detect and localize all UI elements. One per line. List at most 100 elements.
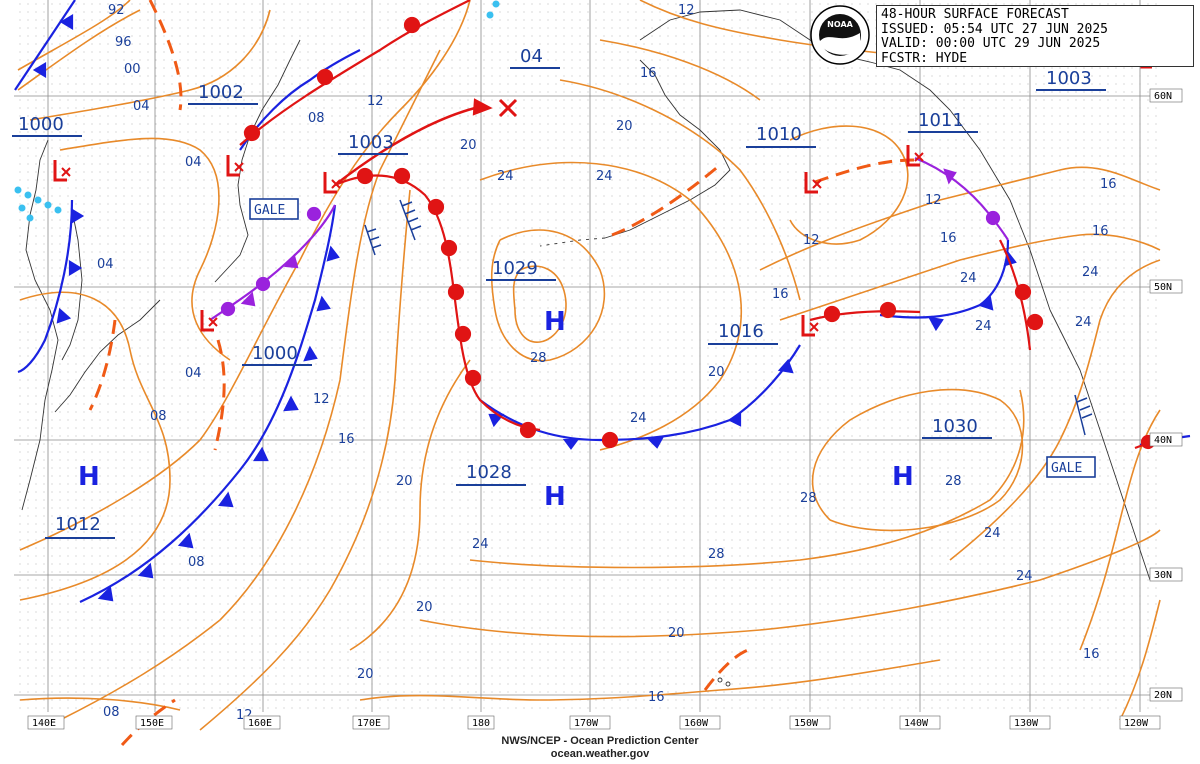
svg-text:20: 20 — [668, 626, 685, 641]
svg-text:1011: 1011 — [918, 110, 964, 131]
svg-text:08: 08 — [150, 409, 167, 424]
svg-text:1003: 1003 — [1046, 68, 1092, 89]
svg-text:24: 24 — [1082, 265, 1099, 280]
high-1029-glyph: H — [544, 307, 566, 337]
svg-text:24: 24 — [472, 537, 489, 552]
high-1012-glyph: H — [78, 462, 100, 492]
svg-text:170E: 170E — [357, 718, 381, 729]
svg-text:24: 24 — [1075, 315, 1092, 330]
svg-text:60N: 60N — [1154, 91, 1172, 102]
svg-text:30N: 30N — [1154, 570, 1172, 581]
svg-text:16: 16 — [640, 66, 657, 81]
svg-text:20: 20 — [616, 119, 633, 134]
svg-text:1030: 1030 — [932, 416, 978, 437]
svg-text:150W: 150W — [794, 718, 819, 729]
svg-text:24: 24 — [497, 169, 514, 184]
svg-text:1000: 1000 — [252, 343, 298, 364]
svg-text:08: 08 — [308, 111, 325, 126]
svg-text:50N: 50N — [1154, 282, 1172, 293]
svg-text:130W: 130W — [1014, 718, 1039, 729]
svg-text:08: 08 — [103, 705, 120, 720]
svg-text:20: 20 — [460, 138, 477, 153]
svg-text:96: 96 — [115, 35, 132, 50]
high-markers: H H H H — [78, 307, 914, 512]
ocean-dotted-background — [14, 0, 1160, 712]
svg-text:160E: 160E — [248, 718, 272, 729]
valid-time: VALID: 00:00 UTC 29 JUN 2025 — [881, 36, 1101, 51]
svg-text:16: 16 — [1083, 647, 1100, 662]
svg-text:24: 24 — [984, 526, 1001, 541]
svg-text:1003: 1003 — [348, 132, 394, 153]
svg-text:16: 16 — [1092, 224, 1109, 239]
svg-text:150E: 150E — [140, 718, 164, 729]
svg-text:12: 12 — [925, 193, 942, 208]
svg-text:20: 20 — [357, 667, 374, 682]
svg-text:20: 20 — [416, 600, 433, 615]
svg-text:92: 92 — [108, 3, 125, 18]
svg-text:04: 04 — [185, 155, 202, 170]
center-values: 1029 1028 1030 1012 1000 1002 1003 1000 … — [12, 46, 1106, 539]
ice-markers — [14, 0, 500, 222]
svg-text:1012: 1012 — [55, 514, 101, 535]
svg-text:1028: 1028 — [466, 462, 512, 483]
trough-lines — [88, 0, 916, 747]
isobar-labels: 92 96 00 04 04 04 04 08 08 08 08 12 12 1… — [97, 3, 1117, 723]
svg-text:24: 24 — [960, 271, 977, 286]
coastlines — [21, 9, 1151, 687]
gale-warnings: GALE GALE — [249, 198, 1096, 478]
svg-text:24: 24 — [630, 411, 647, 426]
svg-text:24: 24 — [975, 319, 992, 334]
svg-text:20: 20 — [396, 474, 413, 489]
svg-text:1000: 1000 — [18, 114, 64, 135]
wind-barbs — [364, 199, 1093, 436]
svg-text:16: 16 — [1100, 177, 1117, 192]
footer-agency: NWS/NCEP - Ocean Prediction Center — [501, 735, 699, 747]
svg-text:08: 08 — [188, 555, 205, 570]
svg-text:1029: 1029 — [492, 258, 538, 279]
svg-text:20N: 20N — [1154, 690, 1172, 701]
high-1028-glyph: H — [544, 482, 566, 512]
svg-text:04: 04 — [133, 99, 150, 114]
low-markers — [53, 55, 1152, 337]
svg-text:04: 04 — [185, 366, 202, 381]
svg-text:1010: 1010 — [756, 124, 802, 145]
svg-text:170W: 170W — [574, 718, 599, 729]
svg-text:12: 12 — [313, 392, 330, 407]
svg-text:20: 20 — [708, 365, 725, 380]
svg-text:140W: 140W — [904, 718, 929, 729]
svg-text:00: 00 — [124, 62, 141, 77]
svg-text:12: 12 — [803, 233, 820, 248]
svg-text:180: 180 — [472, 718, 490, 729]
axis-labels: 140E 150E 160E 170E 180 170W 160W 150W 1… — [27, 88, 1183, 730]
svg-text:16: 16 — [648, 690, 665, 705]
svg-text:120W: 120W — [1124, 718, 1149, 729]
svg-text:28: 28 — [708, 547, 725, 562]
svg-text:40N: 40N — [1154, 435, 1172, 446]
occluded-fronts — [209, 156, 1009, 321]
svg-text:16: 16 — [772, 287, 789, 302]
footer-url: ocean.weather.gov — [550, 748, 650, 760]
forecast-title: 48-HOUR SURFACE FORECAST — [881, 7, 1069, 22]
forecaster: FCSTR: HYDE — [881, 50, 968, 66]
svg-text:24: 24 — [596, 169, 613, 184]
svg-text:28: 28 — [800, 491, 817, 506]
graticule — [14, 0, 1160, 712]
forecast-title-box: 48-HOUR SURFACE FORECAST ISSUED: 05:54 U… — [876, 5, 1194, 67]
svg-text:24: 24 — [1016, 569, 1033, 584]
svg-text:12: 12 — [678, 3, 695, 18]
svg-text:1016: 1016 — [718, 321, 764, 342]
svg-text:12: 12 — [367, 94, 384, 109]
svg-text:28: 28 — [530, 351, 547, 366]
svg-text:28: 28 — [945, 474, 962, 489]
gale-label-east: GALE — [1051, 461, 1082, 476]
svg-text:04: 04 — [97, 257, 114, 272]
svg-text:140E: 140E — [32, 718, 56, 729]
svg-text:1002: 1002 — [198, 82, 244, 103]
warm-fronts — [239, 0, 1171, 450]
svg-text:04: 04 — [520, 46, 543, 67]
svg-text:NOAA: NOAA — [827, 20, 853, 29]
issued-time: ISSUED: 05:54 UTC 27 JUN 2025 — [881, 21, 1108, 37]
svg-text:16: 16 — [940, 231, 957, 246]
gale-label-west: GALE — [254, 203, 285, 218]
